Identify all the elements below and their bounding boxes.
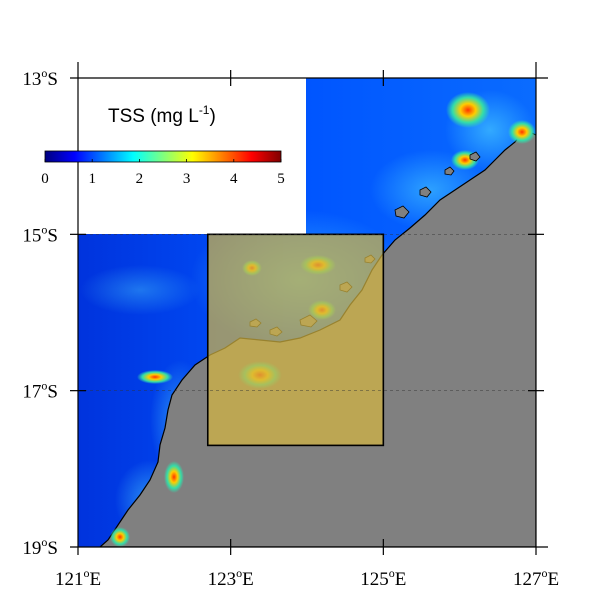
colorbar [44, 150, 282, 163]
x-tick-labels: 121oE 123oE 125oE 127oE [55, 566, 559, 590]
colorbar-tick-label: 2 [136, 171, 144, 187]
x-tick-label: 125oE [360, 566, 406, 590]
colorbar-tick-label: 1 [88, 171, 96, 187]
y-tick-label: 19oS [22, 535, 58, 559]
y-tick-label: 13oS [22, 66, 58, 90]
x-tick-label: 127oE [513, 566, 559, 590]
x-tick-label: 121oE [55, 566, 101, 590]
legend: TSS (mg L-1) 0 1 2 3 4 5 [41, 103, 285, 187]
axes-frame [70, 62, 548, 555]
study-area-box [206, 233, 385, 447]
colorbar-ticks: 0 1 2 3 4 5 [41, 159, 285, 187]
y-tick-labels: 13oS 15oS 17oS 19oS [22, 66, 58, 559]
x-tick-label: 123oE [208, 566, 254, 590]
y-tick-label: 17oS [22, 379, 58, 403]
y-tick-label: 15oS [22, 222, 58, 246]
colorbar-tick-label: 4 [230, 171, 238, 187]
study-area-rect [206, 233, 385, 447]
colorbar-tick-label: 5 [277, 171, 285, 187]
colorbar-tick-label: 0 [41, 171, 49, 187]
legend-title: TSS (mg L-1) [108, 103, 216, 127]
colorbar-tick-label: 3 [183, 171, 191, 187]
